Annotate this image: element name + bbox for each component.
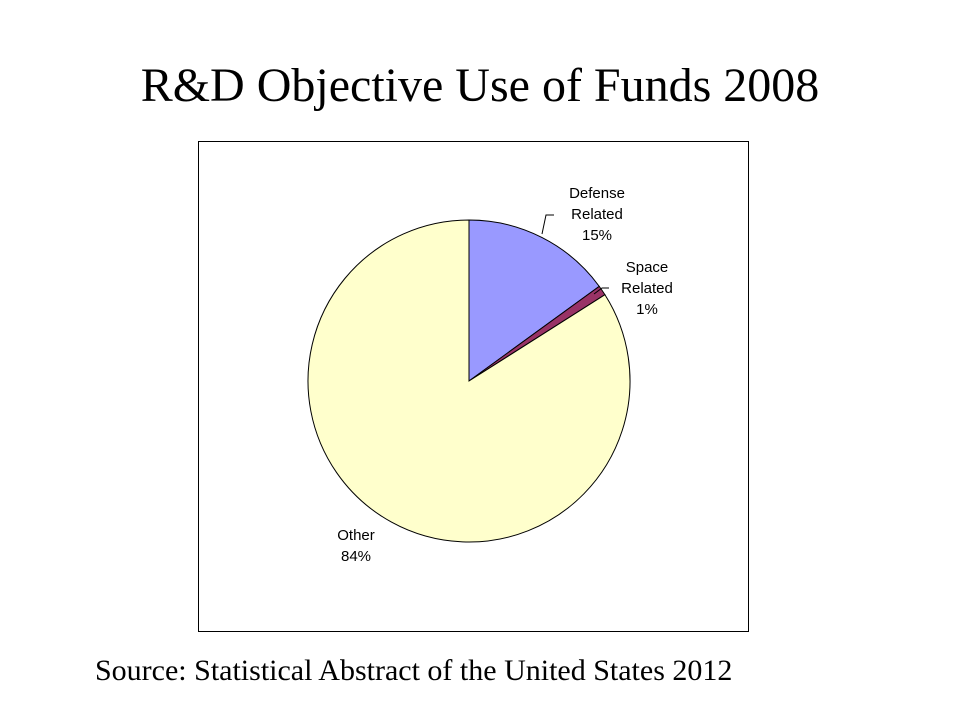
- slice-label-defense-related: Defense Related 15%: [569, 185, 625, 244]
- slice-label-line: Defense: [569, 185, 625, 202]
- slice-label-line: 15%: [582, 227, 612, 244]
- slice-label-line: Related: [621, 280, 673, 297]
- slice-label-space-related: Space Related 1%: [621, 259, 673, 318]
- leader-line-space-related: [593, 287, 609, 295]
- pie-slice-other: [307, 219, 631, 543]
- pie-slices: [307, 219, 631, 543]
- pie-chart: Defense Related 15% Space Related 1% Other 84%: [307, 185, 673, 565]
- slice-label-line: Other: [337, 527, 375, 544]
- chart-frame: Defense Related 15% Space Related 1% Other 84%: [198, 141, 749, 632]
- slice-label-line: Related: [571, 206, 623, 223]
- slide-title: R&D Objective Use of Funds 2008: [140, 59, 820, 112]
- leader-line-defense-related: [541, 214, 554, 235]
- slice-label-line: 1%: [636, 301, 658, 318]
- slice-label-other: Other 84%: [337, 527, 375, 565]
- source-note: Source: Statistical Abstract of the Unit…: [95, 654, 733, 687]
- slice-label-line: Space: [626, 259, 669, 276]
- leader-lines: [541, 214, 609, 295]
- pie-slice-defense-related: [468, 219, 600, 382]
- slice-label-line: 84%: [341, 548, 371, 565]
- slice-labels: Defense Related 15% Space Related 1% Other 84%: [337, 185, 673, 565]
